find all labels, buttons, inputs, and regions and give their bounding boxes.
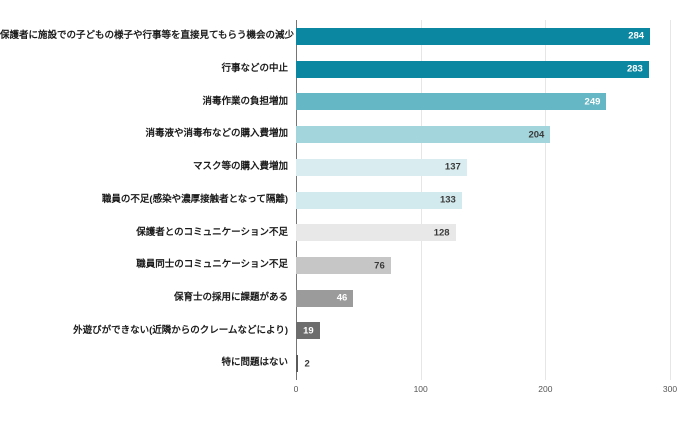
x-tick-label: 300 (662, 384, 678, 394)
value-label: 284 (628, 30, 645, 42)
bar-track: 76 (296, 257, 670, 274)
bar[interactable]: 76 (296, 257, 391, 274)
bar-track: 128 (296, 224, 670, 242)
bar[interactable]: 19 (296, 322, 320, 340)
bar[interactable]: 128 (296, 224, 456, 242)
chart-row: 外遊びができない(近隣からのクレームなどにより) 19 (0, 315, 670, 348)
bar-track: 249 (296, 93, 670, 111)
category-label: 消毒作業の負担増加 (202, 95, 288, 107)
bar-track: 137 (296, 158, 670, 176)
chart-row: 消毒液や消毒布などの購入費増加 204 (0, 118, 670, 151)
chart-row: 特に問題はない 2 (0, 347, 670, 380)
bar[interactable]: 46 (296, 289, 354, 307)
x-tick-label: 200 (538, 384, 553, 394)
chart-row: 職員の不足(感染や濃厚接触者となって隔離) 133 (0, 184, 670, 217)
chart-rows: 保護者に施設での子どもの様子や行事等を直接見てもらう機会の減少 284 行事などの中… (0, 20, 670, 380)
value-label: 204 (528, 129, 545, 141)
category-label: 保護者とのコミュニケーション不足 (136, 226, 288, 238)
category-label: マスク等の購入費増加 (192, 161, 288, 173)
category-label: 消毒液や消毒布などの購入費増加 (145, 128, 288, 140)
value-label: 19 (303, 325, 314, 337)
chart-row: 消毒作業の負担増加 249 (0, 85, 670, 118)
category-label: 行事などの中止 (221, 62, 288, 74)
category-label: 外遊びができない(近隣からのクレームなどにより) (73, 324, 288, 336)
value-label: 133 (439, 194, 456, 206)
chart-row: 保育士の採用に課題がある 46 (0, 282, 670, 315)
bar[interactable]: 283 (296, 60, 649, 78)
bar-track: 2 (296, 355, 670, 373)
bar-track: 46 (296, 289, 670, 307)
chart-row: 保護者に施設での子どもの様子や行事等を直接見てもらう機会の減少 284 (0, 20, 670, 53)
value-label: 137 (444, 161, 461, 173)
chart-row: 行事などの中止 283 (0, 53, 670, 86)
value-label: 2 (304, 358, 310, 370)
bar[interactable]: 249 (296, 93, 607, 111)
bar[interactable]: 284 (296, 27, 651, 45)
bar-track: 284 (296, 27, 670, 45)
x-tick-label: 100 (413, 384, 428, 394)
bar-track: 19 (296, 322, 670, 340)
plot-area: 保護者に施設での子どもの様子や行事等を直接見てもらう機会の減少 284 行事などの中… (0, 20, 671, 380)
chart-row: 職員同士のコミュニケーション不足 76 (0, 249, 670, 282)
bar-track: 283 (296, 60, 670, 78)
value-label: 283 (626, 63, 643, 75)
bar[interactable]: 204 (296, 126, 551, 144)
value-label: 76 (374, 260, 385, 271)
bar[interactable]: 133 (296, 191, 462, 209)
x-axis: 0 100 200 300 (293, 384, 677, 396)
category-label: 職員の不足(感染や濃厚接触者となって隔離) (101, 193, 288, 205)
category-label: 保護者に施設での子どもの様子や行事等を直接見てもらう機会の減少 (0, 30, 295, 42)
chart-row: 保護者とのコミュニケーション不足 128 (0, 216, 670, 249)
category-label: 特に問題はない (221, 357, 288, 369)
bar[interactable]: 137 (296, 158, 467, 176)
gridline (545, 20, 547, 380)
value-label: 128 (433, 227, 450, 239)
value-label: 46 (336, 292, 348, 304)
category-label: 保育士の採用に課題がある (173, 292, 288, 304)
chart-row: マスク等の購入費増加 137 (0, 151, 670, 184)
bar-track: 133 (296, 191, 670, 209)
x-tick-label: 0 (293, 384, 299, 394)
gridline (670, 20, 671, 380)
bar[interactable]: 2 (296, 355, 310, 373)
category-label: 職員同士のコミュニケーション不足 (136, 259, 288, 271)
bar-track: 204 (296, 126, 670, 144)
value-label: 249 (584, 96, 601, 108)
